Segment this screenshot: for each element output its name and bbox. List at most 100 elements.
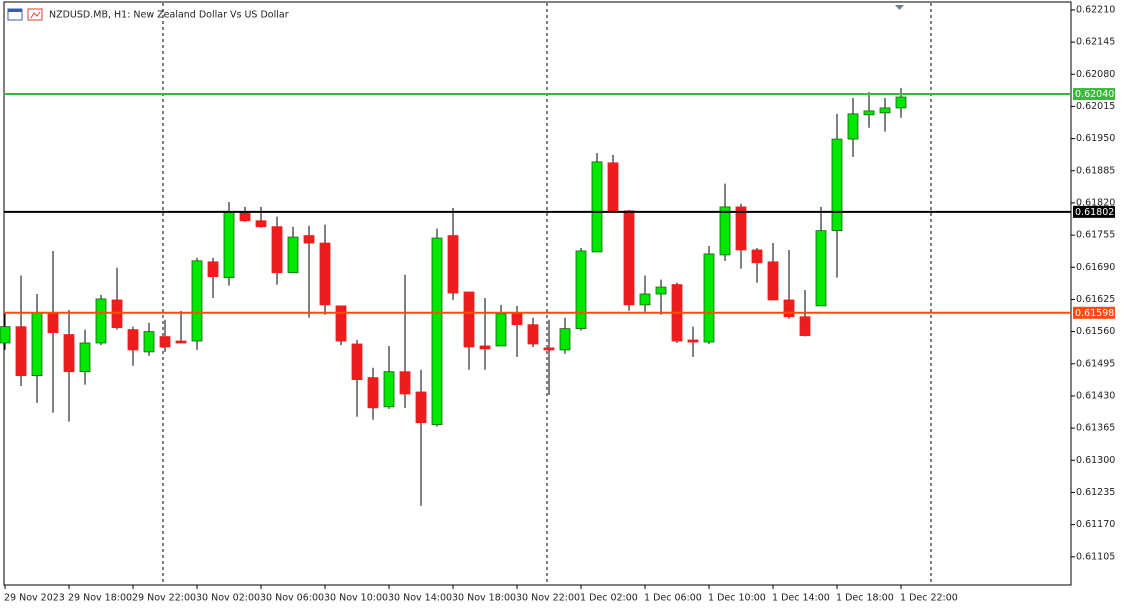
candle-body (687, 339, 699, 343)
candle-body (863, 110, 875, 116)
y-tick-label: 0.61365 (1076, 423, 1115, 434)
candle-body (783, 299, 795, 318)
candle-body (575, 250, 587, 330)
x-tick-label: 30 Nov 06:00 (260, 593, 324, 604)
price-level-label: 0.62040 (1075, 89, 1114, 100)
y-tick-label: 0.61430 (1076, 390, 1115, 401)
candle-body (47, 312, 59, 333)
candle-body (591, 161, 603, 253)
candle-body (543, 347, 555, 351)
y-tick-label: 0.61885 (1076, 165, 1115, 176)
candle-body (335, 305, 347, 342)
y-tick-label: 0.61300 (1076, 455, 1115, 466)
candle-body (495, 313, 507, 347)
x-tick-label: 29 Nov 22:00 (132, 593, 196, 604)
y-tick-label: 0.61625 (1076, 294, 1115, 305)
x-tick-label: 29 Nov 2023 (4, 593, 65, 604)
x-tick-label: 29 Nov 18:00 (68, 593, 132, 604)
candle-body (479, 345, 491, 350)
y-tick-label: 0.61560 (1076, 326, 1115, 337)
icon (30, 11, 41, 19)
x-tick-label: 30 Nov 22:00 (516, 593, 580, 604)
candle-body (159, 336, 171, 348)
candle-body (367, 377, 379, 409)
y-tick-label: 0.62080 (1076, 69, 1115, 80)
candle-body (623, 210, 635, 306)
candle-body (895, 96, 907, 109)
candle-body (15, 326, 27, 377)
y-tick-label: 0.61235 (1076, 487, 1115, 498)
x-tick-label: 1 Dec 18:00 (836, 593, 894, 604)
candle-body (831, 138, 843, 232)
candle-body (447, 235, 459, 294)
plot-frame (3, 1, 1072, 586)
candle-body (847, 113, 859, 140)
x-tick-label: 1 Dec 14:00 (772, 593, 830, 604)
candle-body (511, 312, 523, 326)
y-tick-label: 0.62015 (1076, 101, 1115, 112)
candle-body (351, 343, 363, 381)
candle-body (735, 206, 747, 251)
candle-body (463, 291, 475, 348)
x-tick-label: 1 Dec 22:00 (900, 593, 958, 604)
candle-body (399, 371, 411, 395)
shift-marker (895, 5, 904, 10)
y-tick-label: 0.62210 (1076, 4, 1115, 15)
candle-body (639, 293, 651, 306)
candle-body (79, 342, 91, 373)
x-tick-label: 30 Nov 18:00 (452, 593, 516, 604)
price-level-label: 0.61598 (1075, 308, 1114, 319)
candle-body (527, 324, 539, 345)
y-tick-label: 0.61105 (1076, 551, 1115, 562)
x-tick-label: 30 Nov 10:00 (324, 593, 388, 604)
candle-body (431, 237, 443, 426)
y-tick-label: 0.61755 (1076, 230, 1115, 241)
candle-body (287, 236, 299, 274)
candle-body (127, 329, 139, 351)
candle-body (143, 331, 155, 353)
candle-body (799, 316, 811, 336)
y-tick-label: 0.61950 (1076, 133, 1115, 144)
candle-body (767, 261, 779, 301)
x-tick-label: 1 Dec 10:00 (708, 593, 766, 604)
candle-body (751, 249, 763, 264)
candle-body (879, 107, 891, 114)
candle-body (319, 242, 331, 306)
y-tick-label: 0.61690 (1076, 262, 1115, 273)
price-level-tag (1073, 88, 1115, 101)
candle-body (655, 286, 667, 295)
candle-body (415, 391, 427, 424)
candle-body (223, 211, 235, 279)
candle-body (191, 260, 203, 342)
chart-title: NZDUSD.MB, H1: New Zealand Dollar Vs US … (49, 10, 289, 21)
candle-body (559, 328, 571, 351)
candle-body (719, 206, 731, 256)
window-icons (7, 8, 43, 21)
price-level-tag (1073, 306, 1115, 319)
candle-body (0, 326, 11, 344)
x-tick-label: 30 Nov 14:00 (388, 593, 452, 604)
y-tick-label: 0.61820 (1076, 197, 1115, 208)
candle-body (271, 226, 283, 274)
y-tick-label: 0.62145 (1076, 37, 1115, 48)
x-tick-label: 1 Dec 02:00 (580, 593, 638, 604)
icon (8, 9, 22, 12)
candle-body (207, 261, 219, 278)
candle-body (607, 162, 619, 212)
y-tick-label: 0.61495 (1076, 358, 1115, 369)
x-tick-label: 1 Dec 06:00 (644, 593, 702, 604)
candle-body (239, 211, 251, 222)
candle-body (703, 253, 715, 343)
candle-body (383, 371, 395, 408)
x-tick-label: 30 Nov 02:00 (196, 593, 260, 604)
y-tick-label: 0.61170 (1076, 519, 1115, 530)
price-level-tag (1073, 205, 1115, 218)
candle-body (255, 220, 267, 228)
candle-body (815, 230, 827, 307)
candle-body (63, 334, 75, 373)
price-level-label: 0.61802 (1075, 207, 1114, 218)
candle-body (303, 235, 315, 244)
candle-body (175, 340, 187, 344)
